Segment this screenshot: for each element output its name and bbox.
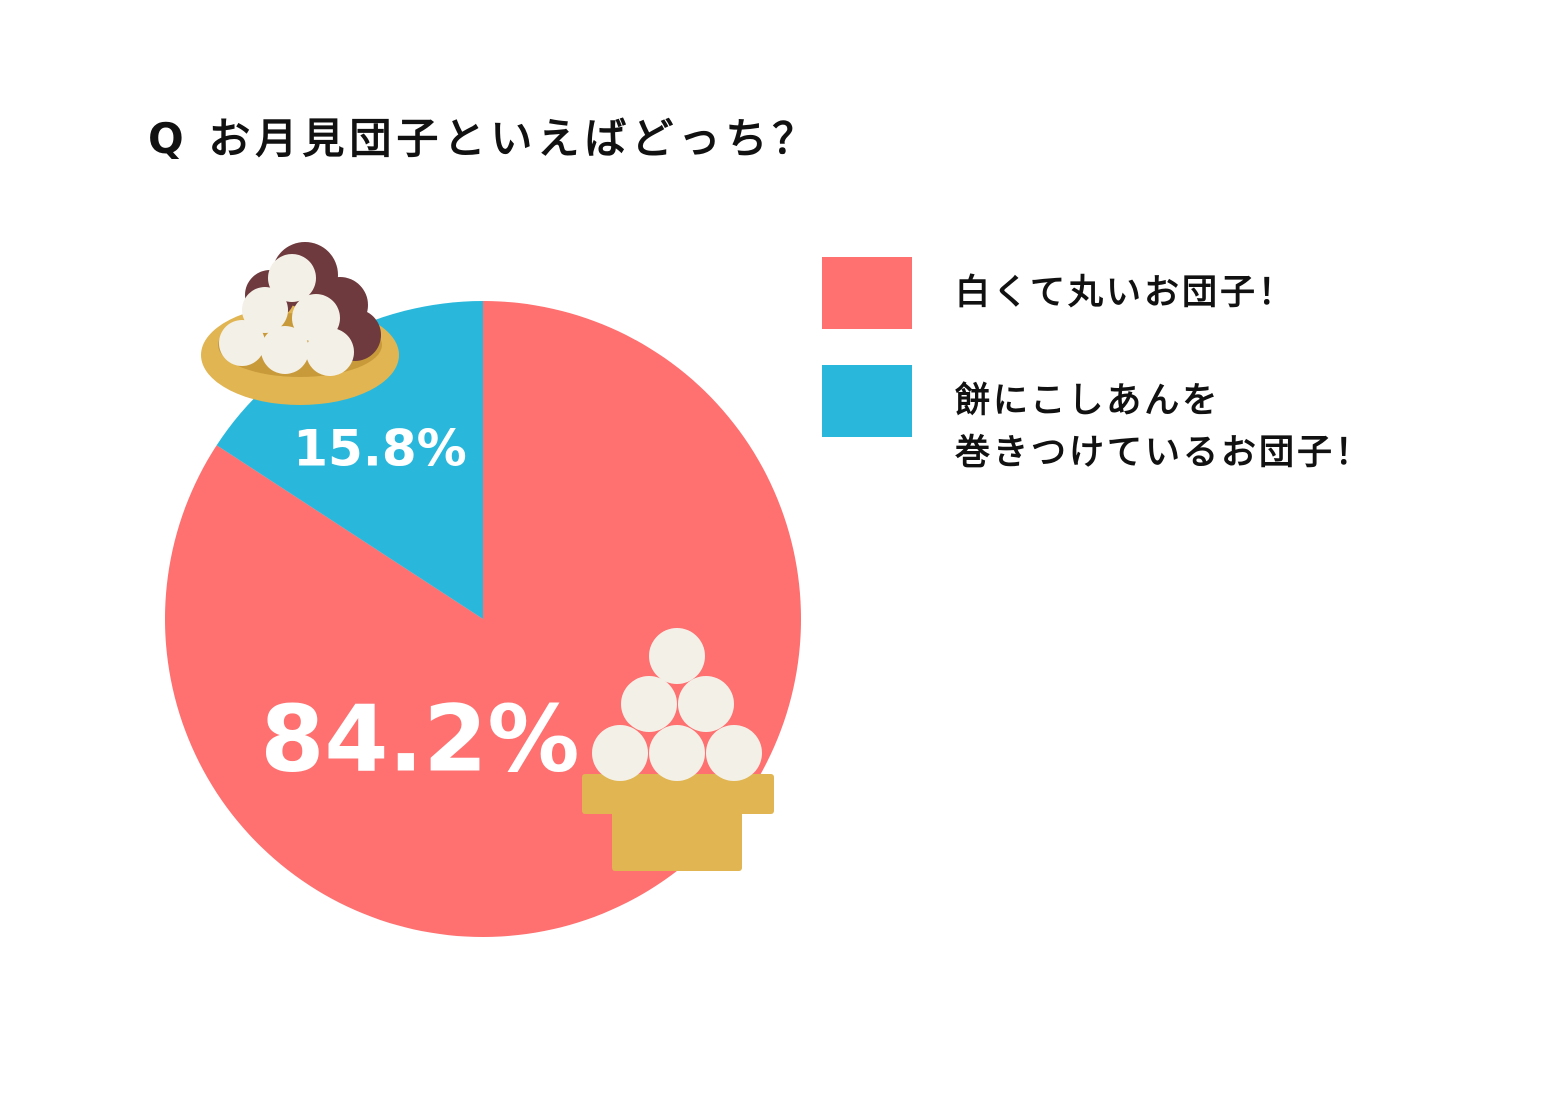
data-label: 84.2% — [260, 685, 579, 792]
chart-title: Q お月見団子といえばどっち？ — [148, 114, 820, 163]
decoration-plate — [201, 242, 399, 405]
legend-label: 餅にこしあんを 巻きつけているお団子！ — [955, 381, 1374, 473]
legend-swatch — [822, 257, 912, 329]
data-label: 15.8% — [293, 420, 466, 478]
legend-swatch — [822, 365, 912, 437]
decoration-stand — [582, 628, 774, 871]
legend-label: 白くて丸いお団子！ — [955, 273, 1296, 313]
